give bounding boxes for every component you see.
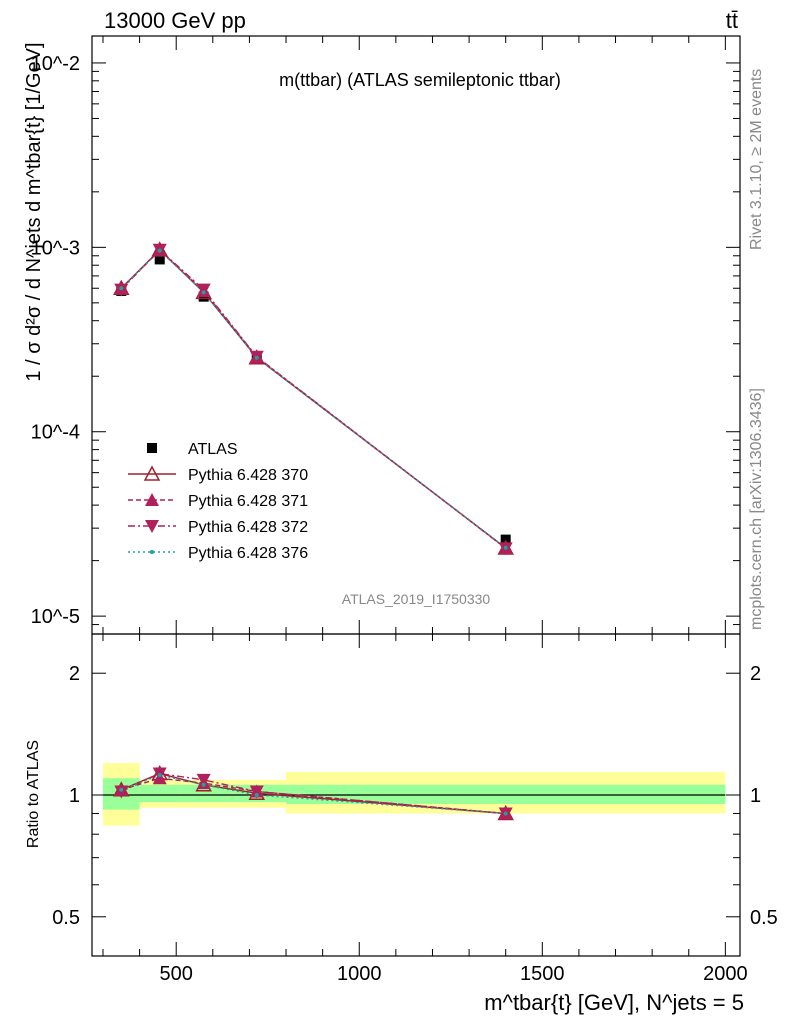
- x-tick-label: 1500: [520, 963, 565, 985]
- ratio-band-inner: [179, 784, 228, 803]
- ratio-point-pythia-6-428-376: [157, 773, 162, 778]
- point-pythia-6-428-376: [119, 286, 124, 291]
- legend-label: ATLAS: [188, 441, 238, 458]
- point-pythia-6-428-376: [201, 290, 206, 295]
- ratio-y-tick-label: 2: [69, 663, 80, 685]
- series-line-pythia-6-428-372: [120, 248, 507, 549]
- legend-label: Pythia 6.428 372: [188, 519, 308, 536]
- ratio-point-pythia-6-428-376: [254, 793, 259, 797]
- ratio-point-pythia-6-428-376: [119, 787, 124, 792]
- x-tick-label: 2000: [703, 963, 748, 985]
- x-tick-label: 1000: [337, 963, 382, 985]
- main-y-tick-label: 10^-2: [31, 53, 80, 75]
- ratio-point-pythia-6-428-372: [249, 785, 264, 799]
- ratio-panel: Ratio to ATLAS 0.5 0.5 1 1 2 2 500 1000 1500 2000: [25, 633, 778, 985]
- legend-marker: [147, 443, 157, 453]
- ratio-y-tick-label-right: 1: [750, 785, 761, 807]
- main-y-tick-label: 10^-3: [31, 237, 80, 259]
- ratio-point-pythia-6-428-376: [503, 811, 508, 816]
- energy-label: 13000 GeV pp: [104, 8, 246, 33]
- x-axis-label: m^tbar{t} [GeV], N^jets = 5: [484, 990, 744, 1015]
- main-plot-title: m(ttbar) (ATLAS semileptonic ttbar): [279, 70, 561, 90]
- ratio-band-inner: [286, 784, 726, 805]
- ratio-y-tick-label: 1: [69, 785, 80, 807]
- ratio-y-tick-label: 0.5: [52, 907, 80, 929]
- legend: ATLAS Pythia 6.428 370 Pythia 6.428 371 Pyt…: [128, 441, 308, 562]
- main-panel: m(ttbar) (ATLAS semileptonic ttbar) 1 / …: [23, 35, 741, 635]
- analysis-id-label: ATLAS_2019_I1750330: [342, 591, 491, 607]
- ratio-y-tick-label-right: 2: [750, 663, 761, 685]
- ratio-y-tick-label-right: 0.5: [750, 907, 778, 929]
- rivet-version-label: Rivet 3.1.10, ≥ 2M events: [748, 69, 765, 250]
- main-y-tick-label: 10^-5: [31, 606, 80, 628]
- point-pythia-6-428-376: [157, 248, 162, 253]
- series-line-pythia-6-428-376: [120, 249, 507, 549]
- legend-label: Pythia 6.428 371: [188, 493, 308, 510]
- point-pythia-6-428-376: [254, 355, 259, 360]
- ratio-y-axis-label: Ratio to ATLAS: [25, 740, 42, 848]
- process-label: tt̄: [726, 8, 738, 33]
- legend-marker: [145, 520, 159, 533]
- x-tick-label: 500: [160, 963, 193, 985]
- ratio-point-pythia-6-428-376: [201, 782, 206, 787]
- point-pythia-6-428-372: [196, 283, 211, 297]
- point-pythia-6-428-376: [503, 545, 508, 550]
- main-y-tick-label: 10^-4: [31, 422, 80, 444]
- main-y-axis-label: 1 / σ d²σ / d N^jets d m^tbar{t} [1/GeV]: [23, 42, 45, 381]
- ratio-point-pythia-6-428-372: [114, 785, 129, 799]
- legend-label: Pythia 6.428 376: [188, 545, 308, 562]
- legend-label: Pythia 6.428 370: [188, 467, 308, 484]
- legend-marker: [143, 465, 161, 481]
- point-atlas: [154, 254, 165, 265]
- ratio-band-inner: [139, 784, 180, 803]
- ratio-point-pythia-6-428-372: [196, 773, 211, 787]
- mcplots-label: mcplots.cern.ch [arXiv:1306.3436]: [748, 388, 765, 630]
- legend-marker: [150, 550, 154, 554]
- legend-marker: [145, 493, 159, 506]
